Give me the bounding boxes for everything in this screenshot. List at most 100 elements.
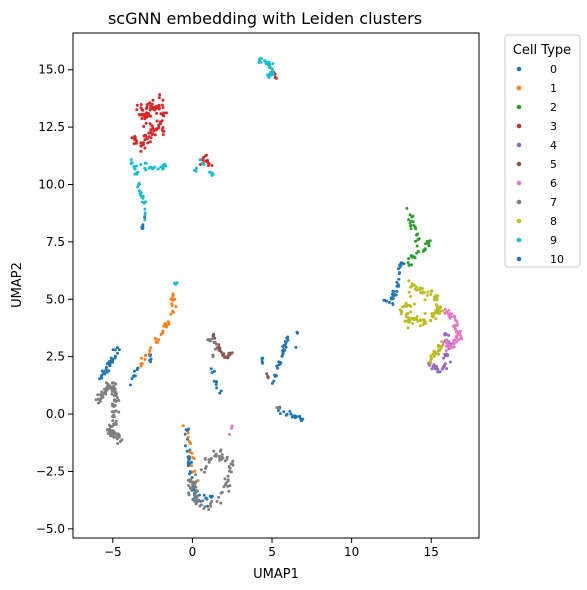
data-point <box>195 170 198 173</box>
data-point <box>201 499 204 502</box>
data-point <box>275 374 278 377</box>
data-point <box>111 425 114 428</box>
data-point <box>100 377 103 380</box>
data-point <box>193 500 196 503</box>
data-point <box>133 135 136 138</box>
data-point <box>419 324 422 327</box>
data-point <box>388 301 391 304</box>
data-point <box>229 467 232 470</box>
data-point <box>111 429 114 432</box>
data-point <box>149 346 152 349</box>
data-point <box>220 390 223 393</box>
data-point <box>444 332 447 335</box>
data-point <box>216 500 219 503</box>
data-point <box>212 333 215 336</box>
data-point <box>210 171 213 174</box>
data-point <box>157 338 160 341</box>
data-point <box>429 319 432 322</box>
data-point <box>133 165 136 168</box>
data-point <box>156 120 159 123</box>
data-point <box>426 291 429 294</box>
data-point <box>120 438 123 441</box>
data-point <box>434 367 437 370</box>
data-points <box>95 57 464 511</box>
data-point <box>143 167 146 170</box>
data-point <box>219 347 222 350</box>
data-point <box>152 99 155 102</box>
data-point <box>439 370 442 373</box>
data-point <box>115 392 118 395</box>
data-point <box>218 455 221 458</box>
data-point <box>162 106 165 109</box>
data-point <box>105 366 108 369</box>
data-point <box>399 309 402 312</box>
legend-label: 0 <box>550 63 557 76</box>
data-point <box>107 388 110 391</box>
data-point <box>455 335 458 338</box>
data-point <box>414 240 417 243</box>
data-point <box>391 293 394 296</box>
data-point <box>199 158 202 161</box>
data-point <box>150 132 153 135</box>
x-tick-label: 10 <box>344 545 359 559</box>
legend-marker <box>517 105 522 110</box>
series-0-points <box>98 216 304 508</box>
data-point <box>408 291 411 294</box>
data-point <box>445 367 448 370</box>
legend-marker <box>517 238 522 243</box>
data-point <box>429 360 432 363</box>
data-point <box>447 313 450 316</box>
data-point <box>145 106 148 109</box>
legend-label: 5 <box>550 158 557 171</box>
data-point <box>391 302 394 305</box>
data-point <box>407 218 410 221</box>
data-point <box>112 358 115 361</box>
data-point <box>135 108 138 111</box>
data-point <box>144 162 147 165</box>
data-point <box>454 319 457 322</box>
data-point <box>193 470 196 473</box>
data-point <box>224 459 227 462</box>
data-point <box>409 224 412 227</box>
data-point <box>139 150 142 153</box>
data-point <box>399 263 402 266</box>
data-point <box>115 420 118 423</box>
data-point <box>114 382 117 385</box>
data-point <box>135 142 138 145</box>
data-point <box>211 354 214 357</box>
legend-marker <box>517 124 522 129</box>
data-point <box>230 471 233 474</box>
data-point <box>416 245 419 248</box>
data-point <box>143 117 146 120</box>
data-point <box>298 415 301 418</box>
data-point <box>106 362 109 365</box>
data-point <box>405 207 408 210</box>
data-point <box>157 168 160 171</box>
data-point <box>453 315 456 318</box>
data-point <box>155 128 158 131</box>
data-point <box>281 355 284 358</box>
data-point <box>405 316 408 319</box>
data-point <box>422 250 425 253</box>
legend-marker <box>517 67 522 72</box>
data-point <box>143 113 146 116</box>
data-point <box>410 227 413 230</box>
data-point <box>207 508 210 511</box>
data-point <box>116 352 119 355</box>
data-point <box>206 505 209 508</box>
data-point <box>219 502 222 505</box>
data-point <box>135 173 138 176</box>
legend-marker <box>517 200 522 205</box>
x-axis-label: UMAP1 <box>253 567 299 582</box>
data-point <box>187 431 190 434</box>
data-point <box>272 62 275 65</box>
data-point <box>154 133 157 136</box>
data-point <box>111 390 114 393</box>
data-point <box>207 164 210 167</box>
data-point <box>146 141 149 144</box>
data-point <box>140 103 143 106</box>
data-point <box>161 119 164 122</box>
data-point <box>161 332 164 335</box>
data-point <box>171 304 174 307</box>
